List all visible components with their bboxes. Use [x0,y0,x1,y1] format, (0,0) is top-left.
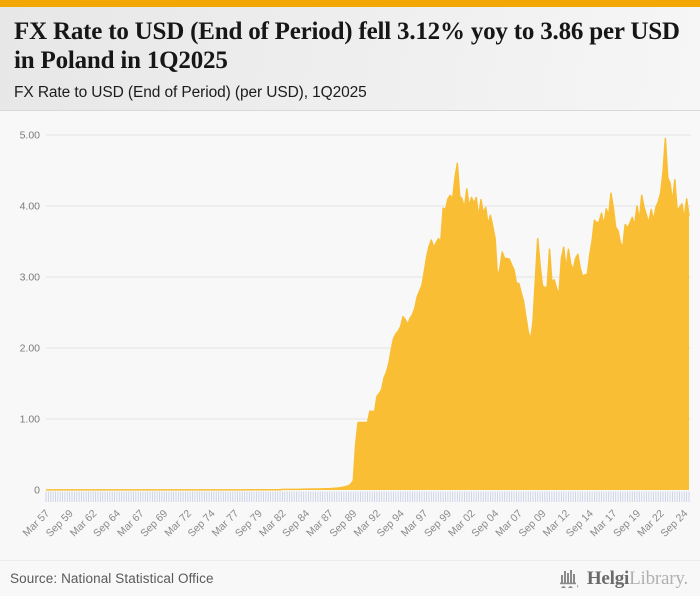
helgi-library-logo[interactable]: HelgiLibrary. [558,568,688,590]
chart-area: 0 1.00 2.00 3.00 4.00 5.00 Mar 57 Sep 59 Mar 62 S… [0,112,700,560]
svg-text:2.00: 2.00 [20,343,41,355]
svg-text:4.00: 4.00 [20,201,41,213]
helgi-bridge-icon [559,569,579,588]
brand-library: Library. [629,567,688,589]
svg-text:1.00: 1.00 [20,414,41,426]
chart-subtitle: FX Rate to USD (End of Period) (per USD)… [14,84,367,101]
brand-wordmark: HelgiLibrary. [587,568,688,590]
svg-text:5.00: 5.00 [20,130,41,142]
chart-footer: Source: National Statistical Office Helg… [0,560,700,596]
brand-helgi: Helgi [586,567,630,589]
chart-headline: FX Rate to USD (End of Period) fell 3.12… [14,18,680,74]
chart-header: FX Rate to USD (End of Period) fell 3.12… [0,7,700,111]
accent-top-bar [0,0,700,7]
svg-text:Sep 24: Sep 24 [658,508,690,540]
svg-text:3.00: 3.00 [20,272,41,284]
source-note: Source: National Statistical Office [10,571,214,586]
svg-text:0: 0 [34,485,40,497]
